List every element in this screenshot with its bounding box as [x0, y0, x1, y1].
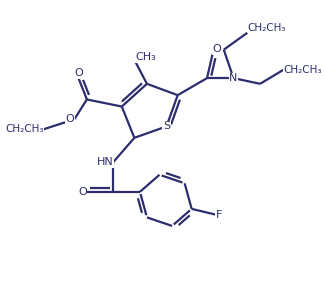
- Text: CH₂CH₃: CH₂CH₃: [248, 23, 286, 33]
- Text: O: O: [78, 187, 87, 197]
- Text: CH₂CH₃: CH₂CH₃: [5, 124, 43, 134]
- Text: O: O: [65, 114, 74, 124]
- Text: O: O: [213, 44, 221, 54]
- Text: O: O: [74, 68, 83, 78]
- Text: F: F: [215, 210, 222, 220]
- Text: CH₂CH₃: CH₂CH₃: [284, 65, 322, 75]
- Text: S: S: [163, 121, 170, 131]
- Text: N: N: [229, 73, 238, 83]
- Text: CH₃: CH₃: [136, 53, 156, 63]
- Text: HN: HN: [97, 157, 113, 167]
